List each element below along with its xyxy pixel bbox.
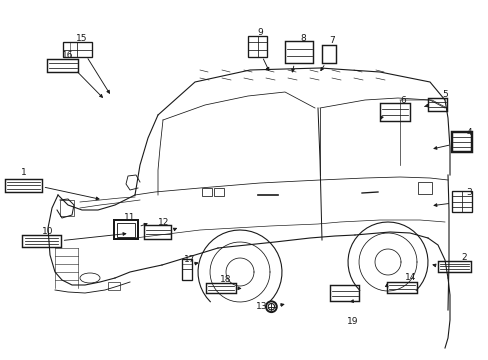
Text: 5: 5	[441, 90, 447, 99]
Text: 14: 14	[404, 274, 416, 282]
Bar	[437, 261, 470, 272]
Text: 19: 19	[346, 317, 358, 326]
Bar	[108, 282, 120, 290]
Bar	[117, 222, 135, 237]
Text: 15: 15	[76, 34, 88, 43]
Text: 6: 6	[400, 96, 406, 105]
Text: 12: 12	[158, 218, 169, 227]
Text: 8: 8	[300, 34, 305, 43]
Bar	[329, 285, 359, 301]
Bar	[22, 235, 61, 247]
Bar	[62, 42, 92, 57]
Bar	[60, 200, 74, 216]
Bar	[417, 182, 431, 194]
Bar	[427, 98, 446, 111]
Text: 13: 13	[255, 302, 267, 311]
Text: 2: 2	[461, 253, 467, 262]
Text: 4: 4	[466, 128, 471, 137]
Text: 1: 1	[20, 168, 26, 177]
Bar	[206, 283, 235, 293]
Text: 18: 18	[220, 274, 231, 284]
Bar	[5, 179, 42, 192]
Bar	[451, 191, 471, 212]
Circle shape	[265, 301, 276, 312]
Bar	[386, 282, 416, 293]
Text: 7: 7	[329, 36, 335, 45]
Text: 16: 16	[61, 51, 73, 60]
Bar	[114, 220, 138, 239]
Bar	[451, 132, 471, 152]
Text: 10: 10	[42, 227, 54, 236]
Text: 9: 9	[257, 28, 263, 37]
Bar	[214, 188, 224, 196]
Bar	[202, 188, 212, 196]
Bar	[247, 36, 267, 57]
Bar	[47, 59, 78, 72]
Bar	[182, 259, 191, 280]
Bar	[379, 103, 409, 121]
Text: 17: 17	[183, 255, 195, 264]
Bar	[285, 41, 313, 63]
Text: 11: 11	[123, 213, 135, 222]
Bar	[144, 225, 171, 239]
Bar	[322, 45, 335, 63]
Text: 3: 3	[466, 188, 471, 197]
